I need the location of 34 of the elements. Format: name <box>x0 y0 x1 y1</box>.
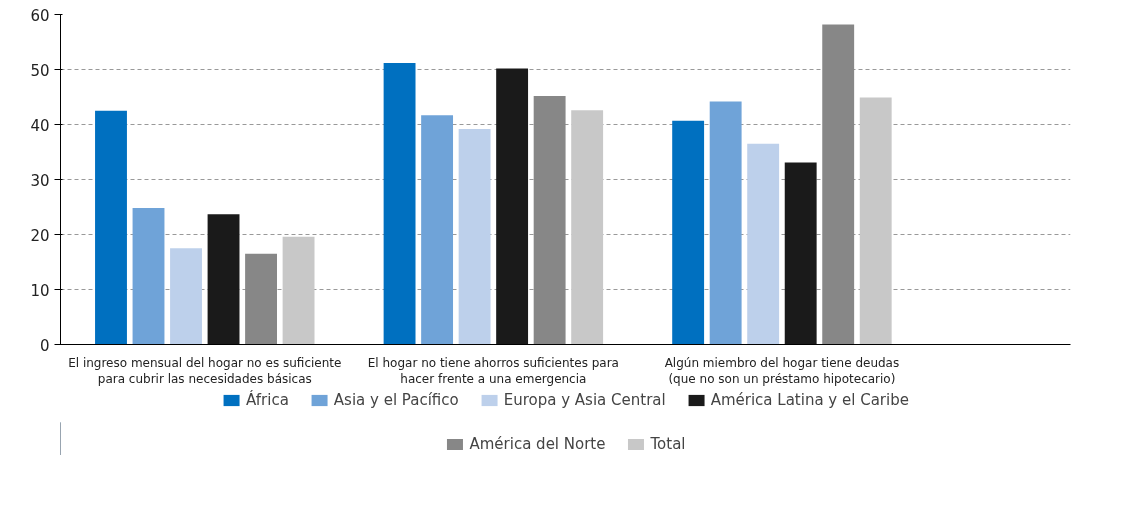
bar <box>747 143 780 345</box>
y-tick-label: 30 <box>30 171 50 190</box>
y-tick-label: 40 <box>30 116 50 135</box>
bar <box>709 101 742 345</box>
bar <box>282 236 315 345</box>
x-tick-label: El ingreso mensual del hogar no es suficiente para cubrir las necesidades básicas <box>68 355 342 387</box>
bar <box>95 110 127 345</box>
legend-label: América del Norte <box>469 435 606 453</box>
x-tick-label: El hogar no tiene ahorros suficientes para hacer frente a una emergencia <box>367 355 619 387</box>
bar <box>496 68 529 345</box>
bar <box>207 214 240 345</box>
y-tick-label: 10 <box>30 281 50 300</box>
legend-label: África <box>246 391 289 409</box>
bar <box>859 97 892 345</box>
bar <box>571 110 604 345</box>
bar <box>170 248 202 345</box>
x-tick-label: Algún miembro del hogar tiene deudas (que no son un préstamo hipotecario) <box>664 355 900 387</box>
legend-label: Asia y el Pacífico <box>333 391 459 409</box>
bar <box>672 120 705 345</box>
bar <box>784 162 817 345</box>
y-tick-label: 20 <box>30 226 50 245</box>
bar <box>533 95 566 345</box>
bar <box>822 24 855 345</box>
legend-label: América Latina y el Caribe <box>710 391 909 409</box>
y-tick-label: 60 <box>30 6 50 25</box>
legend-label: Total <box>650 435 686 453</box>
bar <box>132 208 165 345</box>
bar <box>458 128 491 345</box>
bar <box>383 62 416 345</box>
legend-label: Europa y Asia Central <box>503 391 666 409</box>
bar <box>421 115 454 345</box>
bar <box>245 253 277 345</box>
y-tick-label: 0 <box>39 336 50 355</box>
y-tick-label: 50 <box>30 61 50 80</box>
